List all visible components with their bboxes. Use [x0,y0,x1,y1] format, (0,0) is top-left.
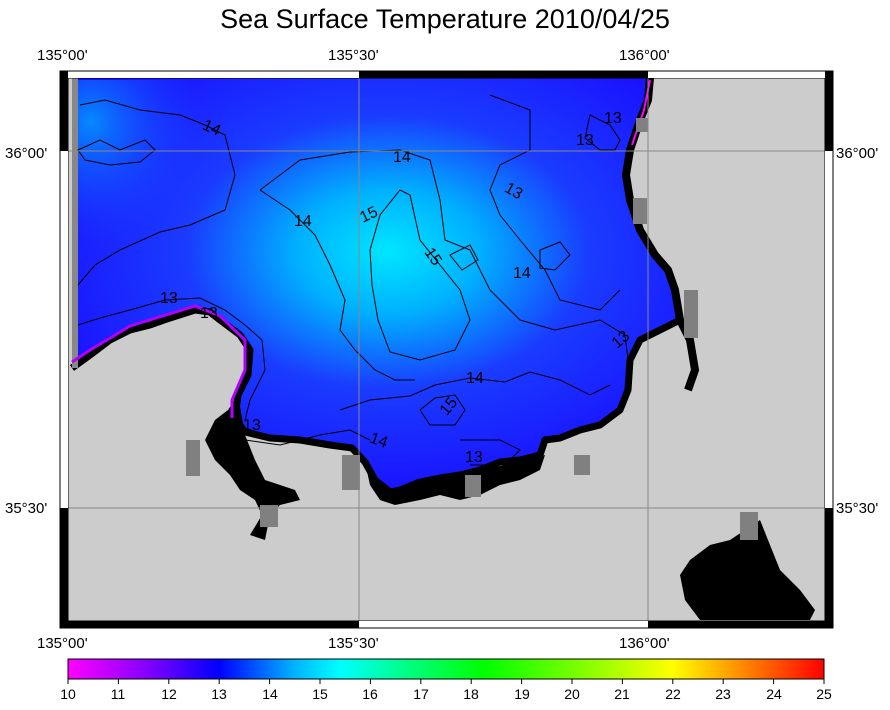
left-edge-missing [72,78,78,368]
missing-cell [684,290,698,338]
contour-14-east-patch [539,241,571,271]
contour-15-southern-patch [419,394,466,426]
missing-cell [342,455,360,490]
colorbar-label: 14 [262,686,278,702]
contour-lines [77,94,629,466]
colorbar-label: 19 [514,686,530,702]
colorbar-label: 23 [715,686,731,702]
contour-14-central [259,149,629,361]
contour-13-east [489,94,621,311]
contour-label: 14 [393,149,411,166]
lon-label-top-135-00: 135°00' [37,47,88,64]
lon-label-bottom-136-00: 136°00' [619,635,670,652]
colorbar-label: 21 [614,686,630,702]
contour-14-south [259,189,415,381]
contour-14-west [77,99,236,286]
lon-label-top-135-30: 135°30' [328,47,379,64]
contour-label: 13 [501,180,525,204]
colorbar [67,658,825,680]
lat-label-left-35-30: 35°30' [5,500,48,517]
contour-label: 13 [516,457,534,474]
colorbar-label: 17 [413,686,429,702]
contour-label: 13 [200,305,218,322]
contour-labels: 14 14 13 14 15 15 13 13 14 13 13 13 14 1… [160,110,633,474]
contour-label: 13 [243,417,261,434]
contour-label: 14 [294,213,312,230]
colorbar-label: 25 [816,686,832,702]
lon-label-top-136-00: 136°00' [619,47,670,64]
map-title: Sea Surface Temperature 2010/04/25 [220,4,670,34]
lon-label-bottom-135-30: 135°30' [328,635,379,652]
lon-label-bottom-135-00: 135°00' [37,635,88,652]
contour-label: 13 [604,110,622,127]
contour-14-southern [339,371,611,411]
lat-label-right-36-00: 36°00' [836,145,879,162]
sea-warm-west [72,80,260,290]
contour-label: 14 [200,117,223,140]
colorbar-label: 20 [564,686,580,702]
contour-15-core [369,189,471,361]
coastline-peninsula [205,395,300,540]
lat-label-right-35-30: 35°30' [836,500,879,517]
colorbar-label: 16 [362,686,378,702]
missing-cell [260,505,278,527]
colorbar-label: 12 [161,686,177,702]
colorbar-ticks [67,679,825,684]
contour-14-west-patch [77,139,156,166]
colorbar-label: 10 [60,686,76,702]
missing-cell [740,512,758,540]
contour-13-northeast [584,114,621,151]
contour-label: 14 [367,430,390,452]
coastline-lower-right [680,520,815,620]
colorbar-label: 24 [766,686,782,702]
contour-label: 14 [513,265,531,282]
colorbar-label: 11 [110,686,126,702]
missing-cell [636,118,648,132]
colorbar-label: 18 [463,686,479,702]
missing-cell [633,198,647,224]
contour-15-patch [449,244,479,271]
colorbar-label: 15 [312,686,328,702]
map-frame [59,70,834,629]
contour-label: 13 [465,449,483,466]
missing-cell [186,440,200,476]
contour-label: 13 [576,132,594,149]
missing-cell [465,475,481,497]
contour-13-southern [460,439,521,466]
graticule [68,78,825,621]
colorbar-label: 22 [665,686,681,702]
contour-label: 13 [160,290,178,307]
colorbar-label: 13 [211,686,227,702]
contour-label: 14 [466,370,484,387]
contour-13-south-coast [244,429,371,446]
missing-cell [574,455,590,475]
contour-13-west-coast [77,297,266,421]
coast-fringe-west [71,304,247,418]
contour-label: 15 [357,204,380,227]
lat-label-left-36-00: 36°00' [5,145,48,162]
coastline-south-block [365,455,545,505]
